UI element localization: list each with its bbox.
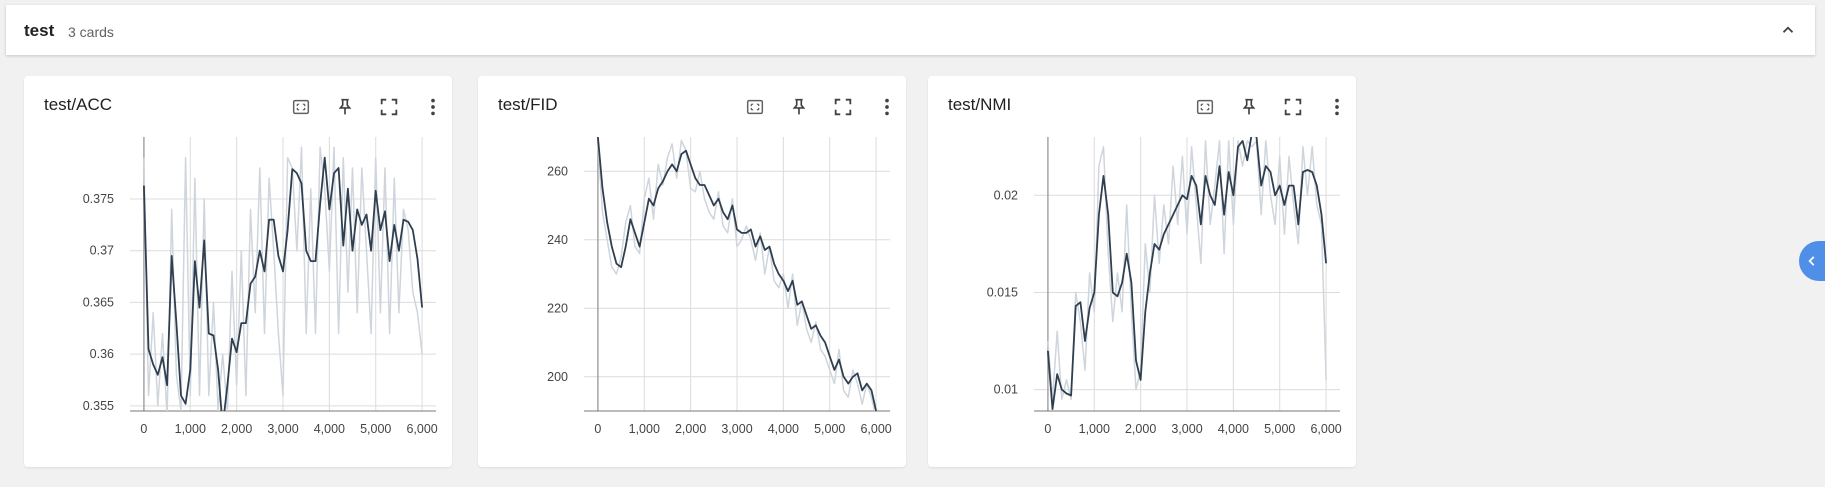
y-tick-label: 0.01: [994, 383, 1018, 397]
fit-to-data-icon: [1196, 99, 1214, 115]
fit-to-data-button[interactable]: [286, 92, 316, 122]
card-toolbar: [1156, 92, 1356, 122]
x-tick-label: 4,000: [1218, 422, 1249, 436]
card-title: test/ACC: [44, 95, 113, 114]
x-tick-label: 1,000: [1079, 422, 1110, 436]
x-tick-label: 3,000: [267, 422, 298, 436]
more-vert-icon: [885, 98, 889, 116]
fullscreen-icon: [834, 98, 852, 116]
x-tick-label: 6,000: [1310, 422, 1341, 436]
fit-to-data-icon: [746, 99, 764, 115]
pin-card-button[interactable]: [330, 92, 360, 122]
card-toolbar: [252, 92, 452, 122]
x-tick-label: 2,000: [1125, 422, 1156, 436]
x-tick-label: 6,000: [406, 422, 437, 436]
pin-icon: [792, 98, 806, 115]
fit-to-data-button[interactable]: [1190, 92, 1220, 122]
scalar-card: test/ACC 0 1,000 2,000 3,000 4,000 5,000 6,000 0…: [24, 76, 452, 467]
pin-card-button[interactable]: [784, 92, 814, 122]
y-tick-label: 0.365: [83, 295, 114, 309]
y-tick-label: 0.015: [987, 285, 1018, 299]
x-tick-label: 4,000: [314, 422, 345, 436]
more-vert-icon: [1335, 98, 1339, 116]
x-tick-label: 5,000: [360, 422, 391, 436]
smoothed-series-line: [143, 156, 423, 411]
pin-icon: [1242, 98, 1256, 115]
x-tick-label: 2,000: [221, 422, 252, 436]
card-title: test/FID: [498, 95, 558, 114]
y-tick-label: 260: [547, 164, 568, 178]
x-tick-label: 4,000: [768, 422, 799, 436]
collapse-group-button[interactable]: [1775, 17, 1801, 43]
fit-to-data-icon: [292, 99, 310, 115]
x-tick-label: 0: [594, 422, 601, 436]
x-tick-label: 1,000: [629, 422, 660, 436]
smoothed-series-line: [597, 137, 877, 411]
line-chart: 0 1,000 2,000 3,000 4,000 5,000 6,000 0.01 0.015…: [987, 137, 1342, 436]
fullscreen-icon: [380, 98, 398, 116]
smoothed-series-line: [1047, 137, 1327, 410]
y-tick-label: 0.02: [994, 188, 1018, 202]
x-tick-label: 5,000: [1264, 422, 1295, 436]
expand-side-panel-button[interactable]: [1799, 241, 1825, 281]
line-chart: 0 1,000 2,000 3,000 4,000 5,000 6,000 200 220 240…: [547, 137, 892, 436]
group-header: test 3 cards: [6, 5, 1815, 55]
line-chart: 0 1,000 2,000 3,000 4,000 5,000 6,000 0.355 0.36…: [83, 137, 438, 436]
more-options-button[interactable]: [418, 92, 448, 122]
x-tick-label: 3,000: [721, 422, 752, 436]
y-tick-label: 0.37: [90, 244, 114, 258]
y-tick-label: 240: [547, 233, 568, 247]
fullscreen-button[interactable]: [374, 92, 404, 122]
pin-icon: [338, 98, 352, 115]
y-tick-label: 0.36: [90, 347, 114, 361]
fullscreen-icon: [1284, 98, 1302, 116]
raw-series-line: [1047, 140, 1327, 401]
x-tick-label: 1,000: [175, 422, 206, 436]
card-title: test/NMI: [948, 95, 1012, 114]
x-tick-label: 3,000: [1171, 422, 1202, 436]
x-tick-label: 6,000: [860, 422, 891, 436]
raw-series-line: [597, 139, 876, 411]
fit-to-data-button[interactable]: [740, 92, 770, 122]
raw-series-line: [143, 146, 423, 411]
x-tick-label: 5,000: [814, 422, 845, 436]
x-tick-label: 0: [1044, 422, 1051, 436]
fullscreen-button[interactable]: [828, 92, 858, 122]
fullscreen-button[interactable]: [1278, 92, 1308, 122]
more-options-button[interactable]: [872, 92, 902, 122]
scalar-card: test/NMI 0 1,000 2,000 3,000 4,000 5,000 6,000 0…: [928, 76, 1356, 467]
scalar-card: test/FID 0 1,000 2,000 3,000 4,000 5,000 6,000 2…: [478, 76, 906, 467]
group-title: test: [24, 21, 55, 40]
more-vert-icon: [431, 98, 435, 116]
group-card-count: 3 cards: [68, 24, 114, 40]
more-options-button[interactable]: [1322, 92, 1352, 122]
x-tick-label: 0: [140, 422, 147, 436]
y-tick-label: 200: [547, 370, 568, 384]
chevron-left-icon: [1808, 256, 1815, 266]
y-tick-label: 220: [547, 301, 568, 315]
card-toolbar: [706, 92, 906, 122]
x-tick-label: 2,000: [675, 422, 706, 436]
chevron-up-icon: [1782, 26, 1794, 33]
y-tick-label: 0.355: [83, 399, 114, 413]
y-tick-label: 0.375: [83, 192, 114, 206]
pin-card-button[interactable]: [1234, 92, 1264, 122]
